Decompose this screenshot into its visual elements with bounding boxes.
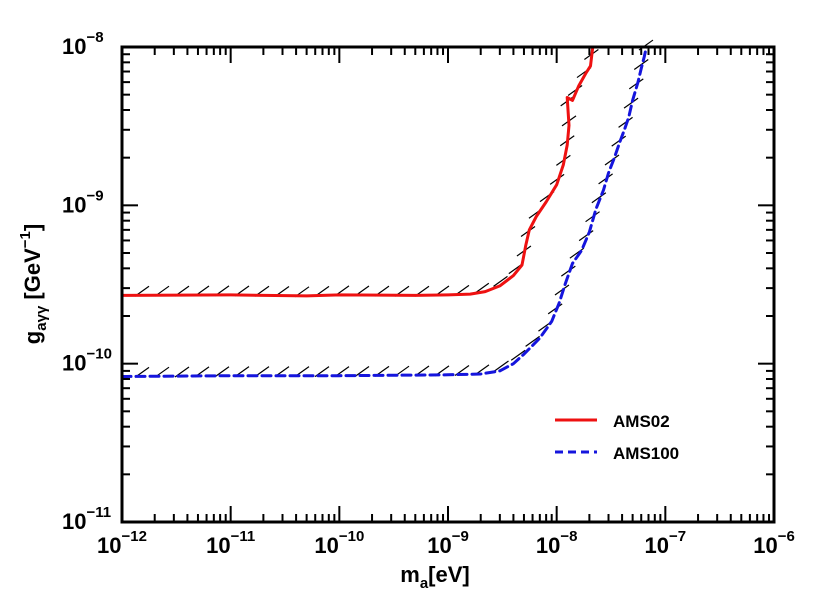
x-tick-label: 10−9 <box>427 528 469 558</box>
legend-label-ams02: AMS02 <box>613 412 670 431</box>
y-tick-label: 10−8 <box>62 29 104 59</box>
series-line-ams100 <box>120 45 648 378</box>
x-tick-label: 10−11 <box>206 528 255 558</box>
chart-marks <box>120 39 654 378</box>
hatch-mark <box>493 275 508 287</box>
legend-label-ams100: AMS100 <box>613 444 679 463</box>
x-tick-label: 10−8 <box>536 528 578 558</box>
x-tick-label: 10−6 <box>753 528 795 558</box>
hatch-mark <box>525 335 540 347</box>
x-tick-label: 10−10 <box>314 528 364 558</box>
axis-ticks <box>121 46 775 523</box>
y-tick-label: 10−9 <box>62 187 104 217</box>
hatch-mark <box>591 192 607 204</box>
x-tick-label: 10−7 <box>645 528 687 558</box>
axis-tick-labels: 10−12 10−11 10−10 10−9 10−8 10−7 10−610−1110−1… <box>62 29 795 558</box>
y-tick-label: 10−11 <box>62 504 111 534</box>
x-axis-label: ma[eV] <box>400 562 469 592</box>
legend: AMS02 AMS100 <box>555 412 679 463</box>
hatch-mark <box>569 247 585 259</box>
x-tick-label: 10−12 <box>97 528 147 558</box>
y-axis-label: gaγγ [GeV−1] <box>17 224 50 344</box>
series-line-ams02 <box>120 45 595 298</box>
hatch-mark <box>510 349 526 361</box>
hatch-mark <box>623 97 639 109</box>
y-tick-label: 10−10 <box>62 346 112 376</box>
hatch-mark <box>494 360 509 372</box>
hatch-mark <box>354 365 370 377</box>
hatch-mark <box>214 366 230 378</box>
hatch-mark <box>547 303 563 315</box>
